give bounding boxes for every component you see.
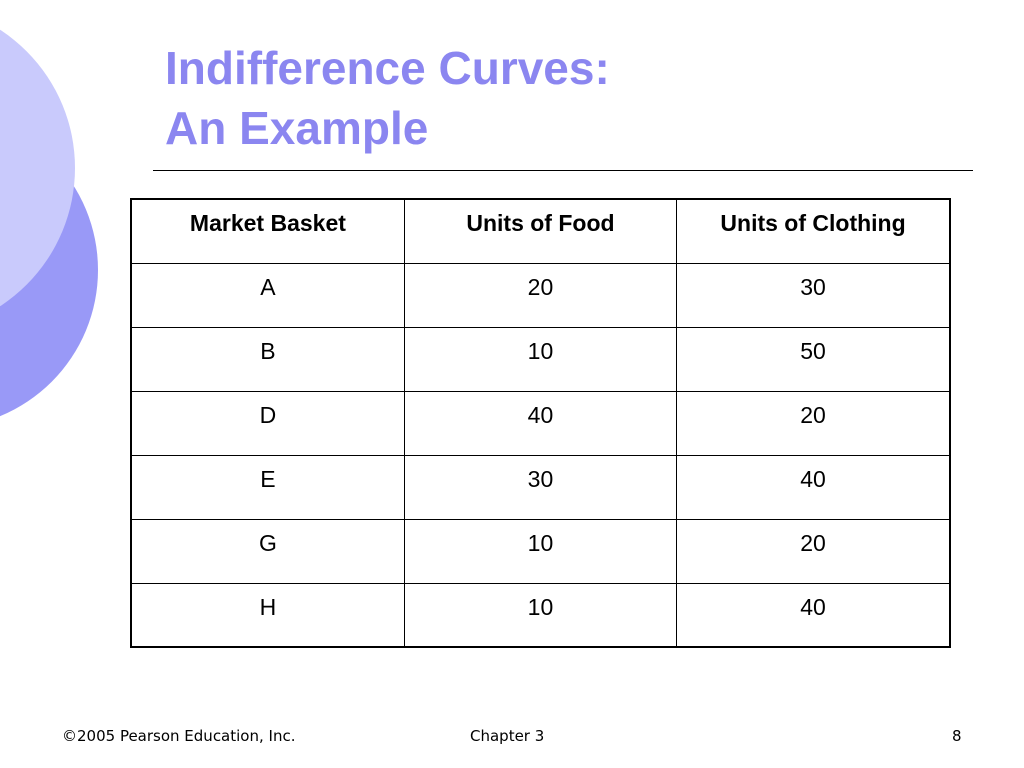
table-row: G 10 20	[130, 518, 951, 584]
cell-food: 10	[403, 326, 678, 392]
cell-clothing: 40	[676, 582, 951, 648]
cell-food: 40	[403, 390, 678, 456]
cell-clothing: 30	[676, 262, 951, 328]
cell-basket: H	[130, 582, 405, 648]
table-row: B 10 50	[130, 326, 951, 392]
title-divider	[153, 170, 973, 171]
decorative-circles	[0, 29, 98, 417]
cell-food: 20	[403, 262, 678, 328]
cell-basket: D	[130, 390, 405, 456]
footer-page-number: 8	[952, 727, 962, 745]
cell-clothing: 20	[676, 390, 951, 456]
header-units-of-food: Units of Food	[403, 198, 678, 264]
decorative-circle-light	[0, 29, 75, 307]
cell-clothing: 20	[676, 518, 951, 584]
cell-food: 10	[403, 582, 678, 648]
table-row: A 20 30	[130, 262, 951, 328]
footer-copyright: ©2005 Pearson Education, Inc.	[62, 727, 296, 745]
cell-food: 10	[403, 518, 678, 584]
slide-title-line-2: An Example	[165, 102, 429, 154]
slide-title-line-1: Indifference Curves:	[165, 42, 610, 94]
footer-chapter: Chapter 3	[470, 727, 545, 745]
table-row: E 30 40	[130, 454, 951, 520]
cell-food: 30	[403, 454, 678, 520]
table-header-row: Market Basket Units of Food Units of Clo…	[130, 198, 951, 264]
header-market-basket: Market Basket	[130, 198, 405, 264]
cell-basket: G	[130, 518, 405, 584]
header-units-of-clothing: Units of Clothing	[676, 198, 951, 264]
cell-basket: B	[130, 326, 405, 392]
table-row: D 40 20	[130, 390, 951, 456]
slide-title: Indifference Curves: An Example	[165, 38, 610, 158]
cell-clothing: 40	[676, 454, 951, 520]
market-basket-table: Market Basket Units of Food Units of Clo…	[130, 198, 951, 648]
cell-basket: E	[130, 454, 405, 520]
cell-basket: A	[130, 262, 405, 328]
cell-clothing: 50	[676, 326, 951, 392]
table-row: H 10 40	[130, 582, 951, 648]
